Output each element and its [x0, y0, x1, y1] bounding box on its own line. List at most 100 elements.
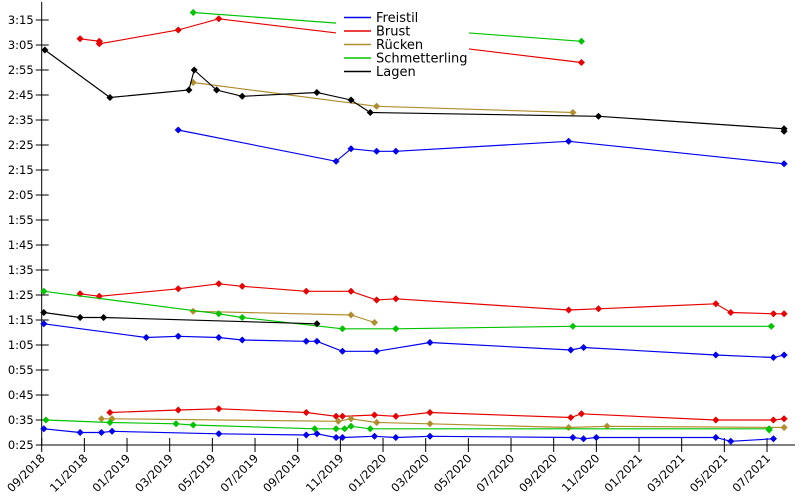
data-point-ruecken	[347, 415, 355, 423]
data-point-freistil	[579, 343, 588, 352]
data-point-schmetterling	[215, 310, 223, 318]
x-tick-label: 05/2020	[431, 451, 475, 495]
data-point-brust	[567, 413, 575, 422]
data-point-brust	[769, 310, 778, 318]
data-point-freistil	[780, 160, 788, 168]
data-point-freistil	[372, 147, 381, 155]
data-point-ruecken	[426, 420, 434, 428]
data-point-freistil	[302, 431, 310, 439]
data-point-schmetterling	[338, 325, 347, 333]
data-point-brust	[372, 296, 381, 304]
x-tick-label: 09/2019	[260, 451, 304, 495]
data-point-lagen	[41, 46, 49, 54]
data-point-lagen	[238, 92, 246, 100]
y-tick-label: 2:55	[8, 63, 34, 77]
x-tick-label: 07/2019	[217, 451, 261, 495]
data-point-brust	[780, 415, 788, 423]
data-point-freistil	[40, 320, 48, 328]
data-point-ruecken	[569, 108, 577, 117]
x-tick-label: 07/2020	[473, 451, 517, 495]
series-brust-line	[109, 408, 785, 421]
data-point-lagen	[190, 66, 198, 74]
data-point-freistil	[712, 433, 720, 442]
data-point-brust	[392, 295, 400, 303]
data-point-freistil	[174, 126, 182, 134]
data-point-brust	[727, 308, 735, 317]
y-tick-label: 2:15	[8, 163, 34, 177]
data-point-brust	[76, 35, 84, 43]
data-point-brust	[174, 26, 182, 34]
data-point-lagen	[366, 108, 374, 117]
data-point-lagen	[780, 127, 788, 135]
data-point-schmetterling	[366, 425, 374, 433]
data-point-freistil	[97, 428, 106, 437]
data-point-schmetterling	[392, 325, 400, 333]
x-tick-label: 11/2019	[303, 451, 347, 495]
x-tick-label: 09/2018	[4, 451, 48, 495]
y-tick-label: 2:25	[8, 138, 34, 152]
data-point-brust	[238, 282, 246, 290]
y-tick-label: 1:55	[8, 213, 34, 227]
legend-item-schmetterling: Schmetterling	[344, 52, 468, 67]
y-tick-label: 0:25	[8, 438, 34, 452]
data-point-freistil	[592, 433, 601, 442]
data-point-brust	[426, 408, 434, 417]
data-point-ruecken	[372, 418, 381, 427]
data-point-freistil	[76, 428, 84, 437]
data-point-lagen	[313, 88, 321, 97]
data-point-brust	[106, 408, 114, 417]
series-schmetterling-line	[43, 290, 772, 330]
data-point-schmetterling	[172, 420, 180, 428]
data-point-schmetterling	[340, 425, 349, 433]
data-point-schmetterling	[238, 313, 246, 322]
data-point-brust	[712, 416, 720, 424]
data-point-ruecken	[780, 423, 788, 432]
data-point-schmetterling	[311, 425, 319, 433]
data-point-schmetterling	[767, 322, 775, 330]
data-point-freistil	[215, 430, 223, 438]
series-freistil-line	[43, 428, 774, 442]
data-point-brust	[577, 410, 586, 418]
data-point-freistil	[142, 333, 150, 342]
data-point-freistil	[392, 433, 400, 442]
y-tick-label: 1:15	[8, 313, 34, 327]
data-point-freistil	[769, 435, 778, 443]
data-point-freistil	[238, 336, 246, 344]
data-point-brust	[594, 305, 603, 313]
data-point-freistil	[174, 332, 182, 340]
data-point-schmetterling	[569, 322, 577, 330]
data-point-freistil	[40, 425, 48, 433]
y-tick-label: 3:05	[8, 38, 34, 52]
data-point-lagen	[99, 313, 108, 322]
data-point-freistil	[313, 430, 321, 438]
data-point-schmetterling	[40, 287, 48, 295]
data-point-lagen	[40, 308, 48, 317]
data-point-freistil	[338, 433, 347, 442]
data-point-schmetterling	[189, 8, 197, 17]
y-tick-label: 1:35	[8, 263, 34, 277]
data-point-lagen	[347, 96, 355, 104]
y-tick-label: 2:05	[8, 188, 34, 202]
data-point-freistil	[426, 432, 434, 440]
series-lagen	[40, 46, 788, 328]
data-point-freistil	[567, 346, 575, 354]
data-point-brust	[370, 411, 379, 419]
data-point-brust	[338, 412, 347, 420]
data-point-brust	[347, 287, 355, 295]
data-point-freistil	[370, 432, 379, 440]
data-point-brust	[564, 306, 573, 314]
data-point-freistil	[215, 333, 223, 342]
data-point-brust	[577, 58, 586, 67]
data-point-schmetterling	[106, 418, 114, 427]
data-point-brust	[392, 412, 400, 420]
series-lagen-line	[44, 49, 785, 132]
x-tick-label: 05/2019	[175, 451, 219, 495]
series-schmetterling-line	[45, 419, 770, 430]
x-tick-label: 01/2021	[601, 451, 645, 495]
y-tick-label: 1:05	[8, 338, 34, 352]
x-tick-label: 09/2020	[516, 451, 560, 495]
x-tick-label: 05/2021	[687, 451, 731, 495]
data-point-ruecken	[564, 423, 573, 432]
